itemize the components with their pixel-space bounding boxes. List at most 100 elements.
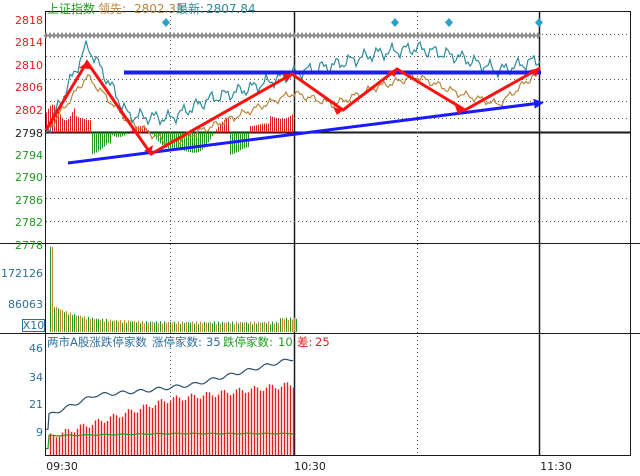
- price-tick: 2810: [15, 59, 43, 72]
- band-marker: [419, 32, 425, 39]
- support-trend-arrow: [67, 98, 544, 165]
- signal-band: [43, 18, 543, 39]
- band-marker: [335, 32, 341, 39]
- breadth-tick: 9: [36, 426, 43, 439]
- band-marker: [123, 32, 129, 39]
- band-marker: [395, 32, 401, 39]
- price-tick: 2814: [15, 36, 43, 49]
- band-marker: [155, 32, 161, 39]
- band-marker: [207, 32, 213, 39]
- band-marker: [139, 32, 145, 39]
- band-marker: [447, 32, 453, 39]
- band-marker: [227, 32, 233, 39]
- breadth-tick: 21: [29, 398, 43, 411]
- band-marker: [387, 32, 393, 39]
- band-marker: [199, 32, 205, 39]
- band-marker: [91, 32, 97, 39]
- band-marker: [107, 32, 113, 39]
- band-marker: [491, 32, 497, 39]
- band-marker: [243, 32, 249, 39]
- limit-up-value: 35: [206, 335, 221, 349]
- band-marker: [531, 32, 537, 39]
- band-marker: [467, 32, 473, 39]
- band-marker: [363, 32, 369, 39]
- diff-value: 25: [315, 335, 330, 349]
- band-marker: [167, 32, 173, 39]
- band-marker: [507, 32, 513, 39]
- band-marker: [95, 32, 101, 39]
- limit-down-label: 跌停家数:: [223, 335, 273, 349]
- band-marker: [471, 32, 477, 39]
- band-marker: [235, 32, 241, 39]
- volume-unit-label: X10: [23, 319, 45, 332]
- price-histogram: [46, 104, 293, 155]
- band-marker: [327, 32, 333, 39]
- band-marker: [147, 32, 153, 39]
- band-marker: [407, 32, 413, 39]
- band-marker: [319, 32, 325, 39]
- band-marker: [175, 32, 181, 39]
- band-marker: [371, 32, 377, 39]
- diff-label: 差:: [297, 335, 312, 349]
- band-marker: [303, 32, 309, 39]
- band-marker: [247, 32, 253, 39]
- band-marker: [343, 32, 349, 39]
- band-marker: [315, 32, 321, 39]
- band-marker: [51, 32, 57, 39]
- time-label: 09:30: [46, 460, 78, 473]
- limit-up-label: 涨停家数:: [152, 335, 202, 349]
- band-marker: [379, 32, 385, 39]
- price-tick: 2794: [15, 149, 43, 162]
- price-tick: 2782: [15, 216, 43, 229]
- signal-diamond: [535, 18, 543, 27]
- dotted-grid: [46, 12, 630, 455]
- band-marker: [47, 32, 53, 39]
- chart-frame: [0, 11, 640, 456]
- band-marker: [135, 32, 141, 39]
- band-marker: [475, 32, 481, 39]
- band-marker: [211, 32, 217, 39]
- band-marker: [191, 32, 197, 39]
- band-marker: [287, 32, 293, 39]
- volume-y-axis: 172126 86063: [1, 267, 43, 311]
- volume-bars: [50, 246, 297, 332]
- band-marker: [451, 32, 457, 39]
- band-marker: [423, 32, 429, 39]
- band-marker: [523, 32, 529, 39]
- lead-value: 2802.33: [134, 2, 184, 16]
- band-marker: [251, 32, 257, 39]
- index-name: 上证指数: [47, 1, 95, 16]
- band-marker: [503, 32, 509, 39]
- band-marker: [323, 32, 329, 39]
- band-marker: [439, 32, 445, 39]
- band-marker: [535, 32, 541, 39]
- band-marker: [499, 32, 505, 39]
- breadth-tick: 34: [29, 371, 43, 384]
- price-tick: 2818: [15, 14, 43, 27]
- price-tick: 2798: [15, 127, 43, 140]
- band-marker: [179, 32, 185, 39]
- band-marker: [391, 32, 397, 39]
- band-marker: [435, 32, 441, 39]
- band-marker: [67, 32, 73, 39]
- band-marker: [519, 32, 525, 39]
- band-marker: [463, 32, 469, 39]
- band-marker: [255, 32, 261, 39]
- signal-diamond: [162, 18, 170, 27]
- breadth-title: 两市A股涨跌停家数: [47, 335, 147, 349]
- band-marker: [103, 32, 109, 39]
- band-marker: [515, 32, 521, 39]
- band-marker: [339, 32, 345, 39]
- breadth-tick: 46: [29, 342, 43, 355]
- band-marker: [291, 32, 297, 39]
- band-marker: [527, 32, 533, 39]
- band-marker: [99, 32, 105, 39]
- outer-border: [45, 11, 631, 456]
- time-label: 10:30: [294, 460, 326, 473]
- band-marker: [111, 32, 117, 39]
- band-marker: [239, 32, 245, 39]
- breadth-bars: [49, 382, 295, 455]
- band-marker: [159, 32, 165, 39]
